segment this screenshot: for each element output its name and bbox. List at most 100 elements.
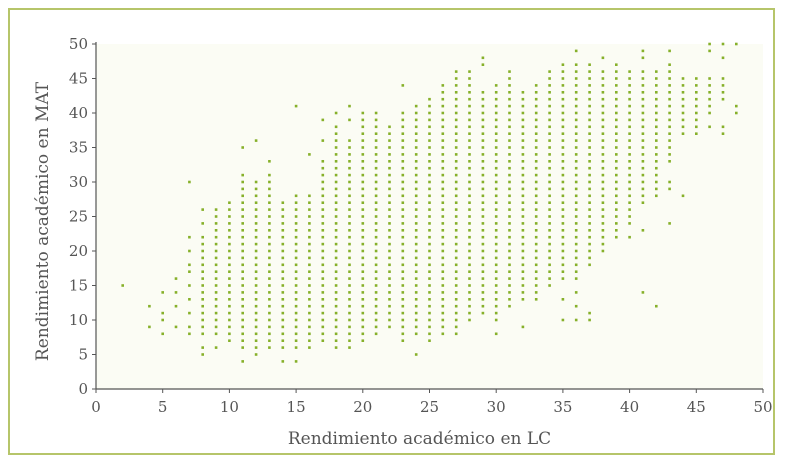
data-point <box>508 77 511 80</box>
data-point <box>588 194 591 198</box>
y-tick-label: 5 <box>78 346 88 364</box>
data-point <box>481 139 485 142</box>
data-point <box>401 118 405 122</box>
data-point <box>548 235 551 239</box>
data-point <box>361 125 365 129</box>
data-point <box>508 249 511 253</box>
data-point <box>481 249 485 253</box>
data-point <box>281 360 285 363</box>
data-point <box>468 215 471 218</box>
data-point <box>401 111 405 115</box>
data-point <box>201 304 204 308</box>
data-point <box>174 291 178 294</box>
data-point <box>428 118 431 122</box>
data-point <box>294 304 298 308</box>
data-point <box>641 104 645 108</box>
data-point <box>561 125 565 129</box>
data-point <box>254 194 258 198</box>
x-tick-label: 10 <box>220 398 239 416</box>
data-point <box>601 146 605 149</box>
data-point <box>214 325 218 329</box>
data-point <box>268 229 271 232</box>
data-point <box>574 63 578 66</box>
data-point <box>348 249 351 253</box>
data-point <box>468 70 471 73</box>
data-point <box>601 132 605 135</box>
data-point <box>388 249 391 253</box>
data-point <box>361 173 365 177</box>
data-point <box>468 173 471 177</box>
data-point <box>228 318 231 322</box>
data-point <box>561 84 565 87</box>
data-point <box>161 291 164 294</box>
data-point <box>721 77 725 80</box>
data-point <box>348 263 351 267</box>
data-point <box>348 153 351 156</box>
data-point <box>561 111 565 115</box>
data-point <box>214 215 218 218</box>
data-point <box>668 132 671 135</box>
data-point <box>308 325 311 329</box>
data-point <box>401 160 405 163</box>
data-point <box>668 104 671 108</box>
data-point <box>641 201 645 204</box>
data-point <box>321 263 325 267</box>
data-point <box>441 160 445 163</box>
data-point <box>374 242 378 246</box>
data-point <box>321 284 325 287</box>
data-point <box>428 194 431 198</box>
data-point <box>628 77 631 80</box>
data-point <box>574 104 578 108</box>
data-point <box>601 166 605 170</box>
data-point <box>441 146 445 149</box>
data-point <box>374 125 378 129</box>
data-point <box>294 194 298 198</box>
data-point <box>268 242 271 246</box>
data-point <box>494 311 498 315</box>
data-point <box>721 91 725 94</box>
data-point <box>228 242 231 246</box>
data-point <box>561 194 565 198</box>
data-point <box>494 215 498 218</box>
data-point <box>374 173 378 177</box>
data-point <box>508 70 511 73</box>
data-point <box>294 222 298 225</box>
data-point <box>521 194 525 198</box>
data-point <box>201 332 204 336</box>
data-point <box>454 70 458 73</box>
data-point <box>294 215 298 218</box>
data-point <box>188 284 191 287</box>
data-point <box>534 201 538 204</box>
data-point <box>721 132 725 135</box>
data-point <box>615 229 618 232</box>
data-point <box>628 222 631 225</box>
data-point <box>454 187 458 191</box>
data-point <box>468 153 471 156</box>
data-point <box>615 173 618 177</box>
data-point <box>294 249 298 253</box>
data-point <box>534 125 538 129</box>
data-point <box>481 235 485 239</box>
data-point <box>308 346 311 349</box>
data-point <box>615 70 618 73</box>
data-point <box>468 146 471 149</box>
data-point <box>615 132 618 135</box>
data-point <box>268 318 271 322</box>
data-point <box>428 215 431 218</box>
x-tick-label: 20 <box>353 398 372 416</box>
data-point <box>294 339 298 342</box>
data-point <box>508 139 511 142</box>
data-point <box>441 111 445 115</box>
data-point <box>601 56 605 60</box>
data-point <box>641 49 645 53</box>
data-point <box>468 242 471 246</box>
data-point <box>321 256 325 260</box>
data-point <box>454 125 458 129</box>
data-point <box>388 194 391 198</box>
data-point <box>494 284 498 287</box>
data-point <box>334 284 338 287</box>
data-point <box>574 111 578 115</box>
data-point <box>348 311 351 315</box>
data-point <box>348 298 351 301</box>
data-point <box>334 263 338 267</box>
